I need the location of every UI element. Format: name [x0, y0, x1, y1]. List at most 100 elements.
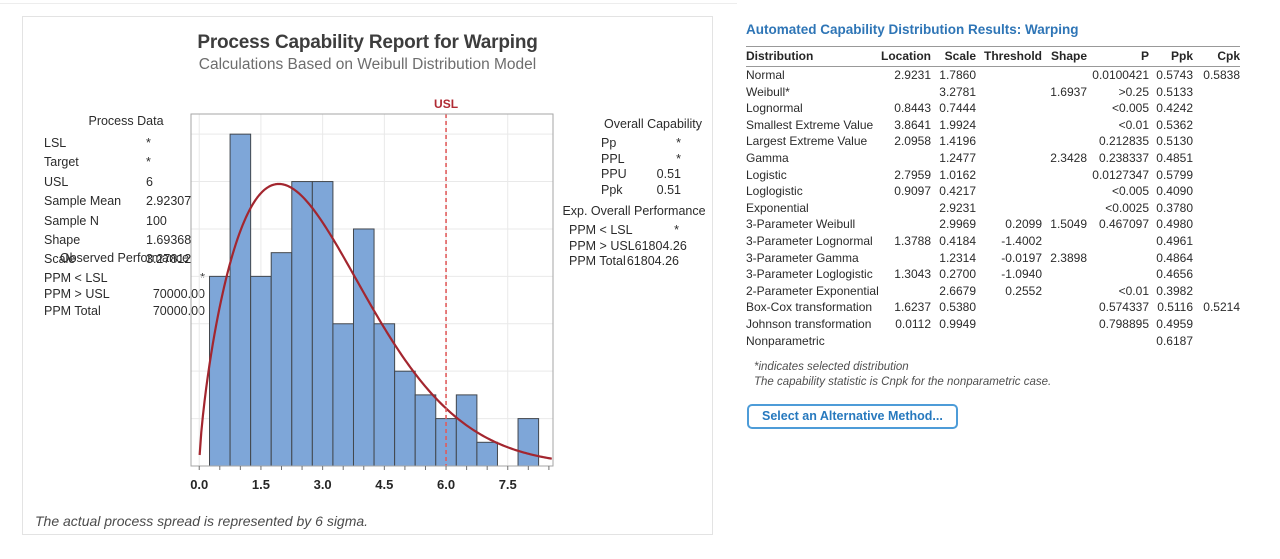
stat-row: LSL *	[44, 134, 208, 153]
stat-label: PPM < LSL	[44, 271, 108, 285]
distribution-name-cell: Gamma	[746, 150, 789, 165]
value-cell	[976, 167, 1042, 184]
stat-value: 70000.00	[152, 287, 205, 302]
value-cell: -1.4002	[1001, 233, 1042, 248]
usl-label: USL	[434, 97, 458, 111]
table-header-row: Distribution Location Scale Threshold Shape P…	[746, 46, 1240, 67]
value-cell: 0.212835	[1098, 134, 1149, 149]
value-cell	[1193, 200, 1240, 217]
value-cell	[1087, 333, 1149, 350]
value-cell	[881, 283, 931, 300]
table-row: 3-Parameter Lognormal 1.3788 0.4184 -1.4002…	[746, 233, 1240, 250]
value-cell	[881, 333, 931, 350]
table-row: Nonparametric 0.6187	[746, 333, 1240, 350]
distribution-name-cell: Largest Extreme Value	[746, 134, 868, 149]
overall-capability-box: Overall Capability Pp * PPL * PPU 0.51 Ppk 0.51	[589, 116, 702, 198]
histogram-bar	[476, 441, 498, 467]
stat-value: 61804.26	[634, 238, 687, 253]
table-row: Loglogistic 0.9097 0.4217 <0.005 0.4090	[746, 183, 1240, 200]
column-header: Threshold	[976, 46, 1042, 67]
value-cell	[1193, 133, 1240, 150]
histogram-bar	[332, 323, 354, 467]
stat-row: PPU 0.51	[589, 167, 681, 183]
stat-row: Shape 1.69368	[44, 231, 208, 250]
value-cell: 0.4980	[1156, 217, 1193, 232]
stat-value: 61804.26	[626, 254, 679, 268]
table-row: 3-Parameter Loglogistic 1.3043 0.2700 -1.09…	[746, 266, 1240, 283]
value-cell: 0.8443	[894, 101, 931, 116]
value-cell: 0.4184	[939, 233, 976, 248]
select-alternative-method-button[interactable]: Select an Alternative Method...	[747, 404, 958, 430]
distribution-results-table: Distribution Location Scale Threshold Shape P…	[746, 46, 1240, 349]
value-cell: -1.0940	[1001, 267, 1042, 282]
column-header: Location	[881, 46, 931, 67]
stat-label: PPU	[601, 167, 627, 181]
value-cell: 1.4196	[939, 134, 976, 149]
stat-value: 0.51	[656, 182, 681, 197]
histogram-bar	[394, 370, 416, 467]
value-cell: 0.5214	[1203, 300, 1240, 315]
value-cell	[1193, 283, 1240, 300]
table-row: 3-Parameter Gamma 1.2314 -0.0197 2.3898 0.48…	[746, 250, 1240, 267]
value-cell: 0.5116	[1157, 300, 1193, 315]
x-axis-tick-label: 3.0	[314, 477, 332, 492]
value-cell: 0.4242	[1156, 101, 1193, 116]
value-cell: 0.0112	[895, 316, 931, 331]
value-cell	[1042, 133, 1087, 150]
value-cell	[881, 216, 931, 233]
value-cell: 0.5133	[1156, 84, 1193, 99]
value-cell: -0.0197	[1001, 250, 1042, 265]
stat-box-heading: Process Data	[88, 114, 164, 128]
x-axis-tick-label: 1.5	[252, 477, 270, 492]
table-row: Box-Cox transformation 1.6237 0.5380 0.5743…	[746, 299, 1240, 316]
value-cell	[1042, 299, 1087, 316]
stat-row: PPM Total 61804.26	[569, 254, 679, 270]
value-cell: 0.4851	[1156, 150, 1193, 165]
value-cell	[976, 200, 1042, 217]
value-cell	[1193, 333, 1240, 350]
value-cell	[1042, 266, 1087, 283]
value-cell: 0.5799	[1156, 167, 1193, 182]
value-cell: 0.4656	[1156, 267, 1193, 282]
value-cell	[1193, 266, 1240, 283]
value-cell	[1042, 67, 1087, 84]
histogram-bar	[229, 133, 252, 467]
column-header: P	[1087, 46, 1149, 67]
capability-report-panel: Process Capability Report for Warping Ca…	[22, 16, 713, 535]
process-data-box: Process Data LSL * Target * USL 6 Sample Mean 2.…	[44, 113, 208, 270]
stat-value: 100	[146, 213, 167, 228]
table-row: Gamma 1.2477 2.3428 0.238337 0.4851	[746, 150, 1240, 167]
value-cell	[1042, 167, 1087, 184]
column-header: Scale	[931, 46, 976, 67]
column-header: Cpk	[1193, 46, 1240, 67]
stat-row: USL 6	[44, 173, 208, 192]
value-cell	[1193, 216, 1240, 233]
table-row: 3-Parameter Weibull 2.9969 0.2099 1.5049 0.4…	[746, 216, 1240, 233]
value-cell: 0.2552	[1005, 283, 1042, 298]
value-cell: 1.5049	[1050, 217, 1087, 232]
distribution-results-panel: Automated Capability Distribution Result…	[746, 16, 1260, 430]
report-subtitle: Calculations Based on Weibull Distributi…	[198, 56, 537, 73]
footnote-nonparametric: The capability statistic is Cnpk for the…	[754, 376, 1052, 389]
distribution-name-cell: Weibull*	[746, 84, 790, 99]
stat-label: PPL	[601, 151, 625, 166]
stat-row: PPM < LSL *	[569, 223, 679, 239]
stat-label: Scale	[44, 252, 76, 267]
value-cell: <0.01	[1118, 283, 1149, 298]
histogram-bar	[250, 275, 272, 467]
stat-row: PPM > USL 70000.00	[44, 286, 205, 302]
value-cell: 0.4864	[1156, 250, 1193, 265]
value-cell	[976, 333, 1042, 350]
stat-row: Pp *	[589, 136, 681, 152]
value-cell	[976, 183, 1042, 200]
value-cell: 0.4090	[1156, 184, 1193, 199]
distribution-name-cell: Smallest Extreme Value	[746, 117, 874, 132]
stat-row: Target *	[44, 153, 208, 172]
value-cell: 1.9924	[939, 117, 976, 132]
stat-label: PPM > USL	[569, 238, 635, 253]
distribution-name-cell: Box-Cox transformation	[746, 300, 873, 315]
distribution-name-cell: Exponential	[746, 200, 809, 215]
value-cell	[931, 333, 976, 350]
column-header: Ppk	[1149, 46, 1193, 67]
capability-histogram-chart: USL 0.0 1.5 3.0 4.5 6.0 7.5	[190, 97, 554, 492]
